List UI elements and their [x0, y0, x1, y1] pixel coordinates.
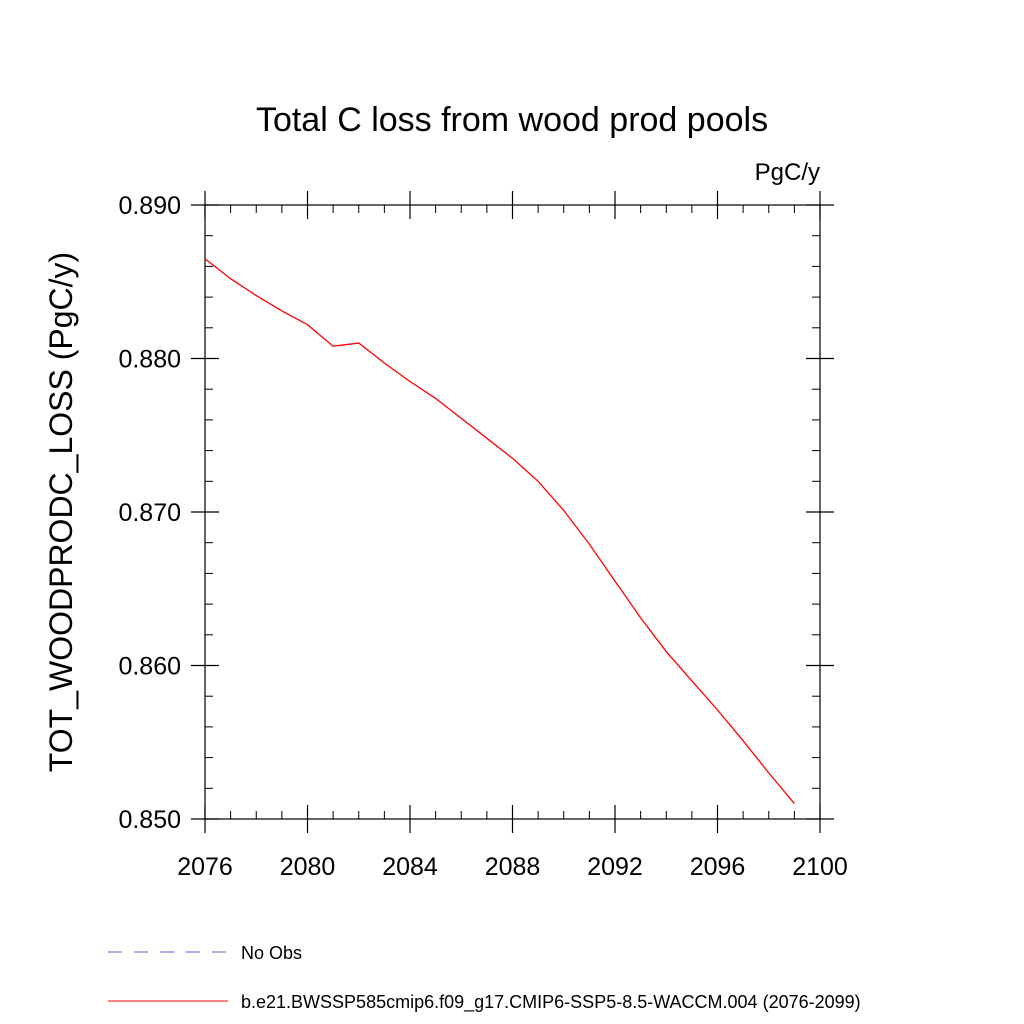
y-tick-label: 0.850: [118, 806, 181, 834]
series-line: [204, 258, 795, 805]
units-label: PgC/y: [755, 159, 820, 186]
x-tick-label: 2100: [792, 853, 848, 881]
legend: No Obs b.e21.BWSSP585cmip6.f09_g17.CMIP6-…: [108, 943, 861, 1013]
x-tick-label: 2080: [280, 853, 336, 881]
y-axis-label: TOT_WOODPRODC_LOSS (PgC/y): [43, 252, 79, 772]
axes: 2076 2080 2084 2088 2092 2096 2100 0.850 0.860 0.…: [118, 191, 848, 881]
x-tick-label: 2076: [177, 853, 233, 881]
x-tick-label: 2088: [485, 853, 541, 881]
legend-label: b.e21.BWSSP585cmip6.f09_g17.CMIP6-SSP5-8…: [241, 992, 861, 1013]
y-tick-label: 0.860: [118, 653, 181, 681]
x-tick-label: 2092: [587, 853, 643, 881]
legend-label: No Obs: [241, 943, 302, 963]
chart-title: Total C loss from wood prod pools: [256, 101, 768, 139]
plot-frame: [204, 204, 821, 820]
y-tick-label: 0.880: [118, 346, 181, 374]
series-lines: [204, 258, 795, 805]
x-tick-label: 2096: [690, 853, 746, 881]
y-tick-label: 0.870: [118, 499, 181, 527]
y-tick-label: 0.890: [118, 192, 181, 220]
x-tick-label: 2084: [382, 853, 438, 881]
